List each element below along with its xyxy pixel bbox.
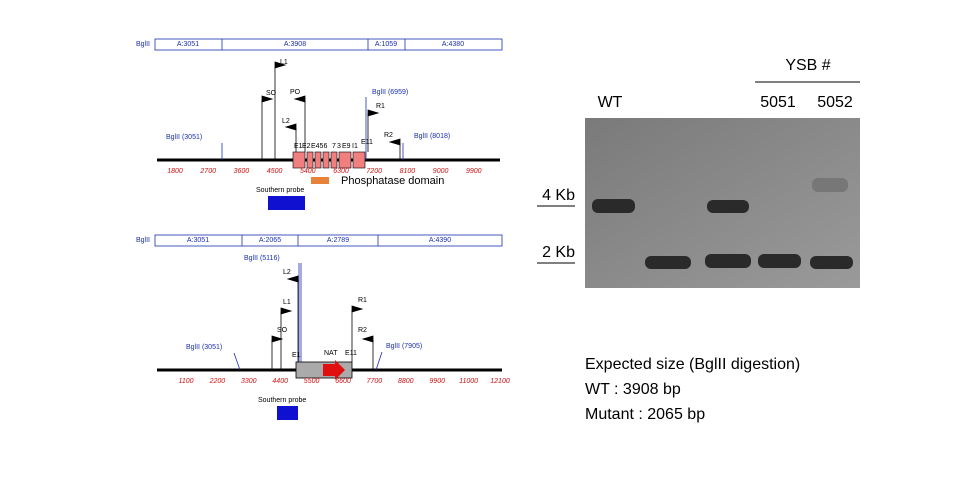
exons xyxy=(292,151,366,169)
scale-label: 5400 xyxy=(300,168,316,175)
scale-label: 9900 xyxy=(429,378,445,385)
exon: E456 xyxy=(311,143,327,150)
lane-label: WT xyxy=(598,94,623,111)
scale-label: 9000 xyxy=(433,168,449,175)
fragment: A:3051 xyxy=(187,237,209,244)
size-marker: 2 Kb xyxy=(542,244,575,261)
scale-label: 1100 xyxy=(178,378,193,385)
nat-arrow xyxy=(323,360,345,380)
domain-bar xyxy=(311,177,329,184)
enzyme: BglII xyxy=(136,41,150,48)
site: BglII (5116) xyxy=(244,255,280,262)
bands xyxy=(592,178,853,269)
fragment: A:1059 xyxy=(375,41,397,48)
scale-label: 9900 xyxy=(466,168,482,175)
fragment: A:3908 xyxy=(284,41,306,48)
scale-label: 5500 xyxy=(304,378,320,385)
primer: SO xyxy=(277,327,288,334)
fragment: A:2789 xyxy=(327,237,349,244)
probe xyxy=(277,406,298,420)
probe xyxy=(268,196,305,210)
site: BglII (7905) xyxy=(386,343,422,350)
primer: R2 xyxy=(358,327,367,334)
primer: R1 xyxy=(358,297,367,304)
primer: L2 xyxy=(282,118,290,125)
scale-label: 2200 xyxy=(209,378,226,385)
primer: R2 xyxy=(384,132,393,139)
scale-label: 7700 xyxy=(367,378,383,385)
primer: L1 xyxy=(280,59,288,66)
fragment-bar xyxy=(154,234,503,247)
note: WT : 3908 bp xyxy=(585,381,681,398)
scale-label: 3600 xyxy=(234,168,250,175)
fragment: A:4380 xyxy=(442,41,464,48)
fragment: A:3051 xyxy=(177,41,199,48)
scale-label: 3300 xyxy=(241,378,257,385)
note: Expected size (BglII digestion) xyxy=(585,356,800,373)
group-label: YSB # xyxy=(785,57,830,74)
primer: L2 xyxy=(283,269,291,276)
fragment: A:4390 xyxy=(429,237,451,244)
scale-label: 6600 xyxy=(335,378,351,385)
exon: E11 xyxy=(361,139,373,146)
scale-label: 11000 xyxy=(459,378,478,385)
lane-label: 5051 xyxy=(760,94,796,111)
marker: NAT xyxy=(324,350,338,357)
exon: 3 xyxy=(337,143,341,150)
site: BglII (8018) xyxy=(414,133,450,140)
fragment: A:2065 xyxy=(259,237,281,244)
scale-label: 6300 xyxy=(333,168,349,175)
scale-label: 4500 xyxy=(267,168,283,175)
exon: E9 xyxy=(342,143,351,150)
scale-label: 4400 xyxy=(272,378,288,385)
scale-label: 8800 xyxy=(398,378,414,385)
site: BglII (6959) xyxy=(372,89,408,96)
scale-label: 12100 xyxy=(490,378,510,385)
top-map: BglII A:3051 A:3908 A:1059 A:4380 L1 SO … xyxy=(136,38,503,210)
exon: I1 xyxy=(352,143,358,150)
exon: E2 xyxy=(302,143,311,150)
fragment-bar xyxy=(154,38,503,51)
scale-label: 2700 xyxy=(199,168,216,175)
size-marker: 4 Kb xyxy=(542,187,575,204)
scale-label: 7200 xyxy=(366,168,382,175)
probe-label: Southern probe xyxy=(256,187,304,194)
gel-panel: YSB # WT 5051 5052 4 Kb 2 Kb xyxy=(537,57,860,288)
site: BglII (3051) xyxy=(166,134,202,141)
scale-label: 8100 xyxy=(400,168,416,175)
primer: PO xyxy=(290,89,301,96)
exon: E1 xyxy=(292,352,301,359)
lane-label: 5052 xyxy=(817,94,853,111)
enzyme: BglII xyxy=(136,237,150,244)
exon: E11 xyxy=(345,350,357,357)
note: Mutant : 2065 bp xyxy=(585,406,705,423)
scale-label: 1800 xyxy=(167,168,183,175)
domain-label: Phosphatase domain xyxy=(341,175,444,187)
probe-label: Southern probe xyxy=(258,397,306,404)
bottom-map: BglII A:3051 A:2065 A:2789 A:4390 BglII … xyxy=(136,234,510,420)
primer: R1 xyxy=(376,103,385,110)
exon: 7 xyxy=(332,143,336,150)
primer: L1 xyxy=(283,299,291,306)
primer: SO xyxy=(266,90,277,97)
exon: E1 xyxy=(294,143,303,150)
site: BglII (3051) xyxy=(186,344,222,351)
